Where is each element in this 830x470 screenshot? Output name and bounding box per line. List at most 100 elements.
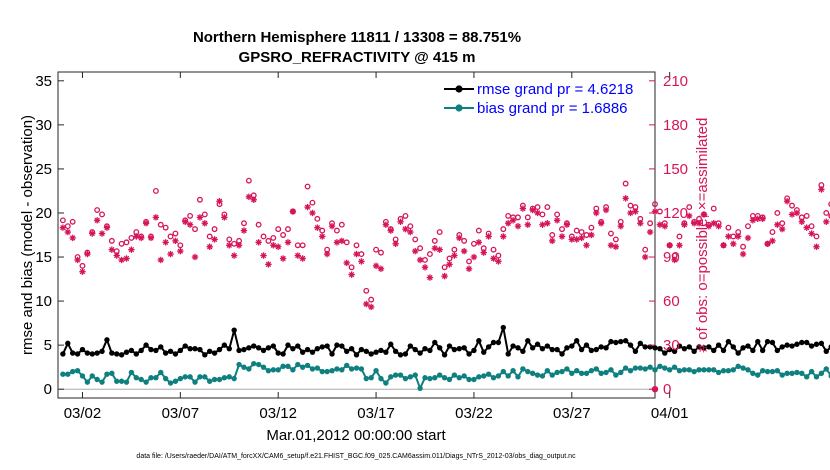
rmse-point [378, 347, 384, 354]
bias-point [314, 365, 321, 371]
obs-assimilated-point [407, 228, 414, 236]
bias-point [735, 363, 741, 369]
obs-possible-point [231, 240, 238, 247]
rmse-point [114, 351, 120, 357]
bias-point [725, 367, 732, 374]
obs-possible-point [676, 233, 683, 240]
obs-possible-point [402, 212, 409, 219]
obs-possible-point [270, 234, 277, 241]
bias-point [397, 372, 404, 378]
rmse-point [432, 339, 438, 346]
obs-possible-point [304, 183, 311, 190]
rmse-point [706, 344, 712, 350]
obs-possible-point [559, 226, 565, 233]
bias-point [216, 376, 223, 383]
rmse-point [353, 352, 360, 358]
bias-point [373, 367, 379, 374]
obs-possible-point [353, 242, 360, 249]
obs-assimilated-point [387, 227, 394, 234]
bias-point [251, 360, 257, 367]
obs-possible-point [69, 218, 76, 225]
rmse-point [216, 346, 223, 353]
obs-assimilated-point [509, 217, 517, 224]
obs-assimilated-point [172, 237, 179, 245]
obs-possible-point [495, 252, 502, 259]
rmse-point [559, 351, 565, 357]
obs-assimilated-point [402, 225, 409, 233]
bias-point [344, 362, 350, 369]
obs-assimilated-point [367, 303, 375, 311]
rmse-point [388, 341, 394, 347]
obs-possible-point [260, 233, 267, 240]
obs-assimilated-point [182, 218, 189, 225]
bias-point [202, 374, 208, 380]
obs-assimilated-point [108, 246, 116, 253]
rmse-point [128, 347, 135, 354]
y-left-tick-label: 20 [35, 205, 52, 222]
rmse-point [167, 348, 174, 355]
bias-point [598, 370, 604, 377]
bias-point [529, 370, 536, 377]
bias-point [715, 369, 722, 376]
obs-possible-point [108, 237, 115, 244]
bias-point [436, 372, 443, 378]
obs-possible-point [549, 232, 556, 238]
bias-point [143, 379, 149, 385]
obs-assimilated-point [519, 205, 527, 212]
bias-point [564, 366, 570, 372]
obs-assimilated-point [250, 196, 257, 203]
bias-point [706, 367, 712, 373]
obs-possible-point [436, 229, 443, 236]
obs-assimilated-point [524, 221, 531, 228]
obs-possible-point [608, 230, 614, 237]
bias-point [363, 375, 369, 382]
rmse-point [231, 327, 237, 333]
obs-possible-point [431, 237, 438, 244]
rmse-point [720, 347, 727, 354]
obs-assimilated-point [700, 211, 708, 218]
rmse-point [510, 343, 516, 349]
obs-assimilated-point [216, 198, 223, 205]
rmse-point [304, 346, 311, 353]
obs-possible-point [774, 210, 781, 216]
obs-assimilated-point [558, 233, 566, 240]
bias-point [324, 368, 330, 375]
bias-point [339, 367, 345, 373]
bias-point [481, 373, 487, 379]
rmse-point [251, 343, 257, 349]
obs-assimilated-point [328, 222, 336, 230]
bias-point [779, 372, 785, 378]
rmse-point [676, 343, 683, 349]
bias-point [569, 370, 575, 377]
rmse-point [123, 349, 130, 355]
bias-point [172, 378, 179, 384]
y-right-tick-label: 90 [663, 249, 680, 266]
rmse-point [632, 348, 639, 355]
rmse-point [485, 344, 492, 350]
bias-point [559, 368, 565, 375]
rmse-point [490, 339, 497, 346]
bias-point [681, 367, 688, 373]
rmse-point [603, 345, 609, 351]
rmse-point [148, 346, 154, 353]
obs-assimilated-point [167, 250, 174, 258]
obs-possible-point [470, 240, 477, 247]
bias-point [686, 367, 692, 373]
bias-point [407, 374, 414, 380]
data-file-footnote: data file: /Users/raeder/DAI/ATM_forcXX/… [136, 453, 576, 460]
obs-possible-point [417, 245, 424, 252]
obs-possible-point [226, 236, 233, 243]
rmse-point [554, 346, 560, 353]
bias-point [676, 367, 683, 374]
bias-point [255, 361, 262, 368]
obs-assimilated-point [593, 209, 600, 217]
bias-point [69, 368, 76, 375]
obs-possible-point [554, 211, 561, 218]
obs-possible-point [730, 233, 737, 240]
obs-assimilated-point [607, 242, 615, 249]
bias-point [642, 366, 648, 372]
rmse-point [422, 345, 428, 352]
obs-assimilated-point [128, 246, 135, 253]
bias-point [652, 367, 658, 373]
